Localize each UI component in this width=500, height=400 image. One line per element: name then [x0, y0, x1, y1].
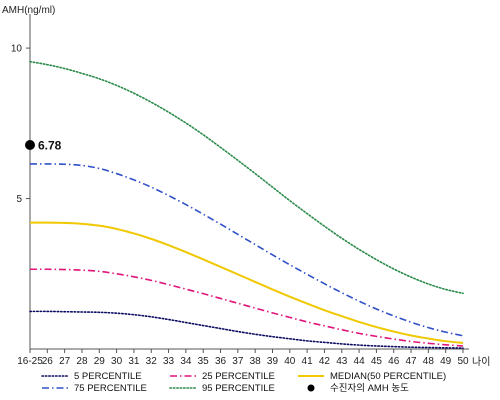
series-line-25-percentile [29, 268, 464, 347]
series-line-75-percentile [29, 163, 464, 337]
x-tick-label: 16-25 [17, 356, 43, 367]
x-tick-label: 48 [423, 356, 435, 367]
legend-label: 75 PERCENTILE [74, 383, 147, 394]
x-tick-label: 32 [146, 356, 158, 367]
legend-item: 5 PERCENTILE [41, 371, 142, 382]
y-axis-label: AMH(ng/ml) [2, 5, 55, 16]
legend-label: 25 PERCENTILE [202, 371, 275, 382]
legend: 5 PERCENTILE 25 PERCENTILE MEDIAN(50 PERCE… [41, 371, 446, 394]
patient-amh-value-label: 6.78 [38, 138, 62, 152]
x-tick-label: 49 [440, 356, 452, 367]
x-tick-label: 38 [250, 356, 262, 367]
x-tick-label: 50 [457, 356, 469, 367]
legend-item: 75 PERCENTILE [42, 383, 147, 394]
x-tick-label: 41 [302, 356, 314, 367]
series-line-95-percentile [29, 60, 464, 295]
patient-amh-marker [25, 139, 35, 150]
x-tick-label: 42 [319, 356, 331, 367]
y-tick-label: 10 [11, 44, 23, 55]
legend-label: 5 PERCENTILE [74, 371, 142, 382]
x-tick-label: 40 [284, 356, 296, 367]
legend-label: MEDIAN(50 PERCENTILE) [330, 371, 446, 382]
legend-item: MEDIAN(50 PERCENTILE) [298, 371, 446, 382]
x-tick-label: 44 [354, 356, 366, 367]
legend-swatch-marker [307, 384, 315, 392]
x-tick-label: 26 [42, 356, 54, 367]
legend-label: 수진자의 AMH 농도 [330, 383, 409, 394]
marker-layer: 6.78 [25, 138, 62, 152]
series-line-5-percentile [29, 310, 464, 349]
series-line-median-50-percentile [29, 221, 464, 344]
x-tick-label: 35 [198, 356, 210, 367]
x-tick-label: 43 [336, 356, 348, 367]
x-tick-label: 27 [59, 356, 71, 367]
legend-item: 수진자의 AMH 농도 [307, 383, 409, 394]
y-ticks: 5 10 [11, 44, 30, 205]
x-tick-label: 33 [163, 356, 175, 367]
x-tick-label: 29 [94, 356, 106, 367]
x-tick-label: 31 [128, 356, 140, 367]
y-tick-label: 5 [16, 194, 22, 205]
axes [29, 14, 469, 350]
x-tick-label: 47 [405, 356, 417, 367]
x-tick-label: 30 [111, 356, 123, 367]
x-tick-label: 46 [388, 356, 400, 367]
series-layer [29, 60, 464, 349]
x-tick-label: 34 [180, 356, 192, 367]
x-tick-label: 28 [76, 356, 88, 367]
x-tick-label: 45 [371, 356, 383, 367]
x-tick-label: 36 [215, 356, 227, 367]
x-tick-label: 39 [267, 356, 279, 367]
legend-item: 95 PERCENTILE [169, 383, 275, 394]
legend-label: 95 PERCENTILE [202, 383, 275, 394]
x-axis-label: 나이 [472, 356, 490, 368]
x-tick-label: 37 [232, 356, 244, 367]
legend-item: 25 PERCENTILE [170, 371, 275, 382]
